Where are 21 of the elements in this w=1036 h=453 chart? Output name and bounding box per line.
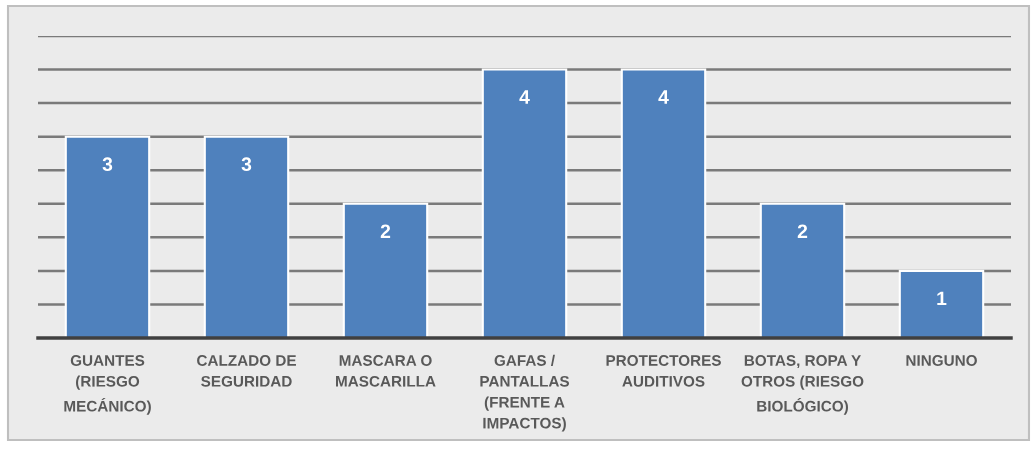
bar xyxy=(342,202,429,338)
bar xyxy=(64,135,151,338)
data-label: 3 xyxy=(241,157,252,172)
x-tick-label: NINGUNO xyxy=(906,355,977,366)
data-label: 3 xyxy=(102,157,113,172)
data-label: 1 xyxy=(937,291,947,306)
bar xyxy=(481,68,568,338)
bar xyxy=(898,269,985,338)
x-tick-label: GUANTES (RIESGO MECÁNICO) xyxy=(64,355,151,415)
data-label: 4 xyxy=(658,90,669,104)
bar xyxy=(203,135,290,338)
data-label: 2 xyxy=(380,224,391,238)
x-tick-label: CALZADO DE SEGURIDAD xyxy=(197,355,296,387)
data-label: 4 xyxy=(519,90,530,104)
x-tick-label: MASCARA O MASCARILLA xyxy=(336,355,436,387)
x-tick-label: BOTAS, ROPA Y OTROS (RIESGO BIOLÓGICO) xyxy=(741,355,864,415)
bar xyxy=(759,202,846,338)
data-label: 2 xyxy=(797,224,808,238)
bar xyxy=(620,68,707,338)
x-tick-label: PROTECTORES AUDITIVOS xyxy=(606,355,721,387)
x-tick-label: GAFAS / PANTALLAS (FRENTE A IMPACTOS) xyxy=(480,354,570,432)
